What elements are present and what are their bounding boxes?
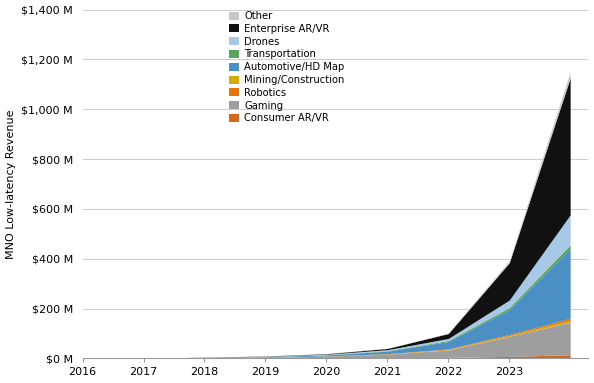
Legend: Other, Enterprise AR/VR, Drones, Transportation, Automotive/HD Map, Mining/Const: Other, Enterprise AR/VR, Drones, Transpo… (229, 11, 345, 123)
Y-axis label: MNO Low-latency Revenue: MNO Low-latency Revenue (5, 109, 15, 259)
